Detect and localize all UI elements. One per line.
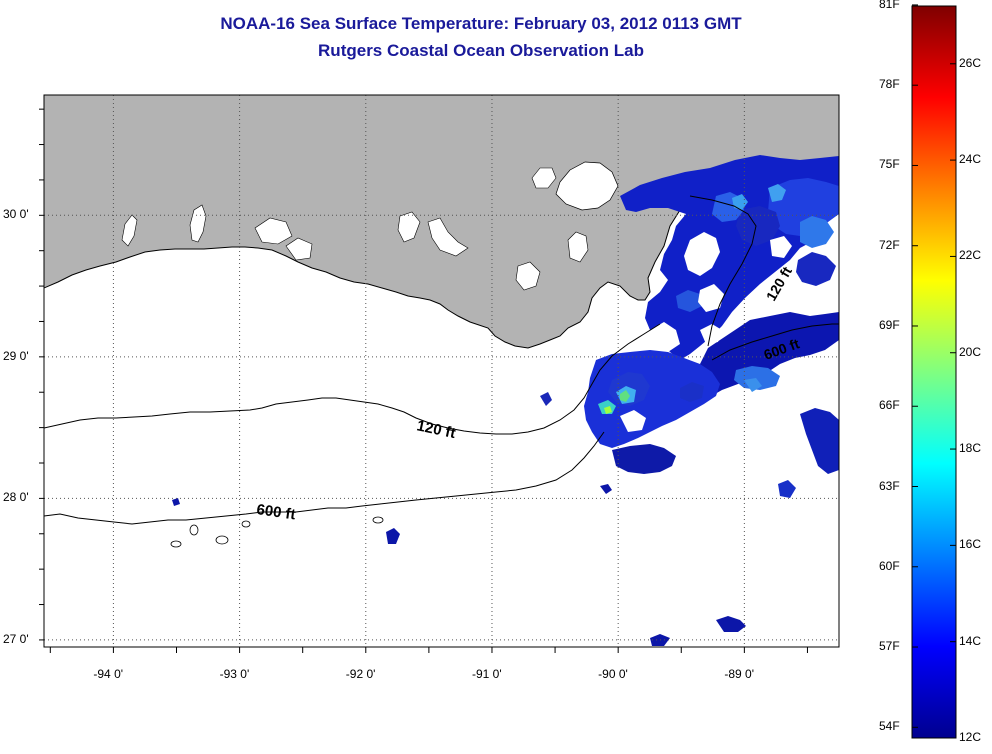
lake-white <box>254 217 293 245</box>
cloud-gaps <box>620 232 792 432</box>
lon-tick-label: -92 0' <box>345 667 376 681</box>
lon-tick-label: -90 0' <box>598 667 628 681</box>
colorbar-f-label: 75F <box>879 157 900 172</box>
lake-cataouatche <box>567 231 589 263</box>
map-title: NOAA-16 Sea Surface Temperature: Februar… <box>220 14 742 33</box>
colorbar-f-label: 66F <box>879 398 900 413</box>
atchafalaya-bay <box>397 211 421 243</box>
colorbar-f-label: 81F <box>879 0 900 11</box>
barataria-bay <box>515 261 541 291</box>
colorbar-f-label: 78F <box>879 77 900 92</box>
isobath-120ft-line-east <box>689 195 757 347</box>
isobath-120ft-line <box>44 323 661 435</box>
isobath-600ft-line-east <box>711 323 839 361</box>
lat-tick-label: 29 0' <box>3 348 29 363</box>
lake-pontchartrain <box>555 161 619 211</box>
map-frame <box>43 94 840 648</box>
colorbar-c-label: 18C <box>959 441 982 456</box>
isobath-islands <box>170 516 384 548</box>
colorbar-f-label: 57F <box>879 639 900 654</box>
lon-tick-label: -89 0' <box>724 667 754 681</box>
colorbar-f-label: 63F <box>879 478 900 493</box>
vermilion-bay <box>285 237 313 261</box>
lat-tick-label: 27 0' <box>3 631 29 646</box>
colorbar-f-label: 69F <box>879 317 900 332</box>
axis-tick-marks <box>39 108 808 653</box>
map-gridlines <box>44 95 839 647</box>
colorbar-c-label: 16C <box>959 537 982 552</box>
colorbar-c-label: 24C <box>959 152 982 167</box>
lon-tick-label: -94 0' <box>93 667 124 681</box>
lake-maurepas <box>531 167 557 189</box>
colorbar-f-label: 54F <box>879 719 900 734</box>
colorbar-f-label: 60F <box>879 558 900 573</box>
colorbar-c-label: 20C <box>959 344 982 359</box>
lake-grand <box>189 204 207 243</box>
colorbar-c-label: 14C <box>959 633 982 648</box>
lat-tick-label: 30 0' <box>3 207 29 222</box>
colorbar-c-label: 22C <box>959 248 982 263</box>
colorbar-f-label: 72F <box>879 237 900 252</box>
isobath-label-600ft: 600 ft <box>255 501 296 523</box>
isobath-600ft-line <box>44 431 605 525</box>
lon-tick-label: -93 0' <box>219 667 250 681</box>
colorbar-c-label: 12C <box>959 730 982 744</box>
colorbar-c-label: 26C <box>959 55 982 70</box>
lake-calcasieu <box>121 214 138 247</box>
lon-tick-label: -91 0' <box>471 667 502 681</box>
lat-tick-label: 28 0' <box>3 490 29 505</box>
lake-salvador <box>427 217 469 257</box>
map-subtitle: Rutgers Coastal Ocean Observation Lab <box>318 41 644 60</box>
